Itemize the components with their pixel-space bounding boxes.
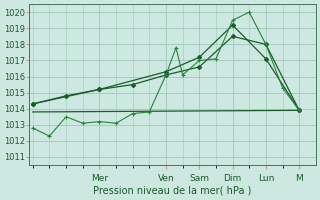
X-axis label: Pression niveau de la mer( hPa ): Pression niveau de la mer( hPa ) — [93, 186, 252, 196]
